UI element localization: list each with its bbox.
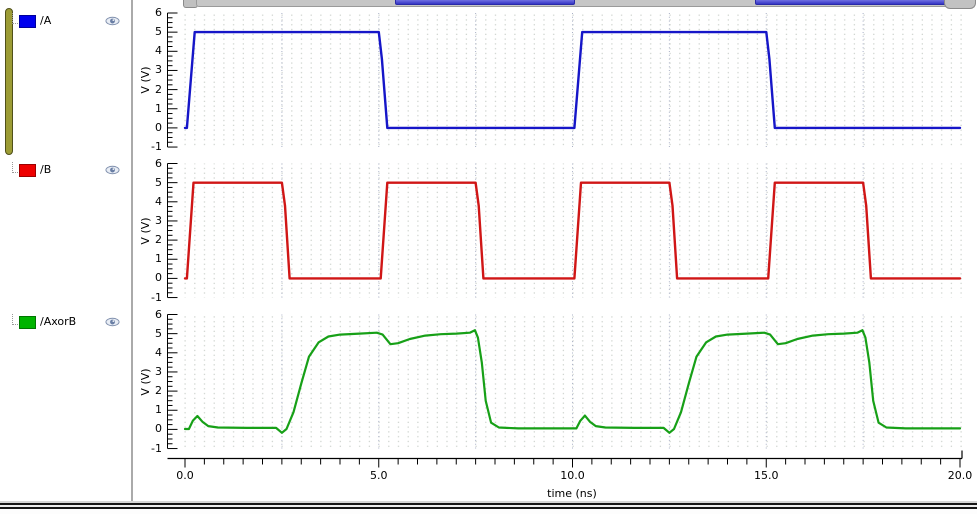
y-tick-label: 5 — [155, 25, 162, 39]
y-tick-label: 1 — [155, 252, 162, 266]
x-tick-label: 15.0 — [754, 469, 779, 482]
y-tick-label: 2 — [155, 384, 162, 398]
signal-list-panel: /A/B/AxorB — [0, 0, 131, 503]
toolbar-blue-segment[interactable] — [395, 0, 575, 5]
y-tick-label: 5 — [155, 326, 162, 340]
y-tick-label: 2 — [155, 233, 162, 247]
y-tick-label: 0 — [155, 271, 162, 285]
panel-separator[interactable] — [131, 0, 133, 503]
top-toolbar-strip — [0, 0, 977, 9]
bottom-stripe — [0, 501, 977, 503]
toolbar-end-cap[interactable] — [944, 0, 976, 9]
y-tick-label: -1 — [151, 140, 162, 154]
y-tick-label: 6 — [155, 307, 162, 321]
plot-area: 6 5 4 3 2 1 0 -1 V (V) 6 5 4 3 2 1 0 -1 V (V) 6 5 4 3 2 1 0 -1 V (… — [139, 6, 973, 501]
tree-connector-icon — [12, 314, 20, 325]
waveform-trace-AxorB[interactable] — [183, 329, 962, 434]
signal-name-label[interactable]: /B — [40, 163, 52, 176]
x-tick-label: 0.0 — [176, 469, 194, 482]
signal-row[interactable]: /B — [0, 161, 131, 179]
panel-grid — [183, 163, 962, 298]
eye-icon[interactable] — [105, 16, 120, 26]
signal-name-label[interactable]: /AxorB — [40, 315, 77, 328]
y-axis-title: V (V) — [139, 66, 152, 94]
y-tick-label: -1 — [151, 290, 162, 304]
signal-color-swatch[interactable] — [19, 316, 36, 329]
y-tick-label: 1 — [155, 403, 162, 417]
x-tick-label: 10.0 — [560, 469, 585, 482]
y-tick-label: 4 — [155, 44, 162, 58]
y-tick-label: 4 — [155, 345, 162, 359]
x-tick-label: 20.0 — [947, 469, 973, 482]
y-tick-label: 0 — [155, 120, 162, 134]
group-accent-bar[interactable] — [5, 8, 13, 155]
waveform-plot — [167, 12, 963, 468]
signal-row[interactable]: /AxorB — [0, 313, 131, 331]
signal-name-label[interactable]: /A — [40, 14, 52, 27]
y-tick-label: 4 — [155, 194, 162, 208]
signal-row[interactable]: /A — [0, 12, 131, 30]
y-tick-label: 3 — [155, 364, 162, 378]
y-tick-label: 3 — [155, 63, 162, 77]
y-tick-label: -1 — [151, 441, 162, 455]
y-tick-label: 6 — [155, 156, 162, 170]
x-axis-title: time (ns) — [547, 487, 597, 500]
eye-icon[interactable] — [105, 317, 120, 327]
bottom-stripe — [0, 509, 977, 514]
bottom-stripe — [0, 503, 977, 505]
y-tick-label: 5 — [155, 175, 162, 189]
tree-connector-icon — [12, 162, 20, 173]
bottom-stripe — [0, 505, 977, 507]
signal-color-swatch[interactable] — [19, 15, 36, 28]
tree-connector-icon — [12, 13, 20, 24]
y-tick-label: 0 — [155, 422, 162, 436]
signal-color-swatch[interactable] — [19, 164, 36, 177]
x-tick-label: 5.0 — [370, 469, 388, 482]
panel-grid — [183, 13, 962, 148]
panel-grid — [183, 314, 962, 449]
y-tick-label: 2 — [155, 82, 162, 96]
y-tick-label: 6 — [155, 6, 162, 19]
y-tick-label: 1 — [155, 101, 162, 115]
y-tick-label: 3 — [155, 213, 162, 227]
y-axis-title: V (V) — [139, 216, 152, 245]
bottom-stripe — [0, 507, 977, 509]
eye-icon[interactable] — [105, 165, 120, 175]
waveform-trace-A[interactable] — [183, 30, 962, 130]
y-axis-title: V (V) — [139, 367, 152, 396]
waveform-trace-B[interactable] — [183, 181, 962, 280]
